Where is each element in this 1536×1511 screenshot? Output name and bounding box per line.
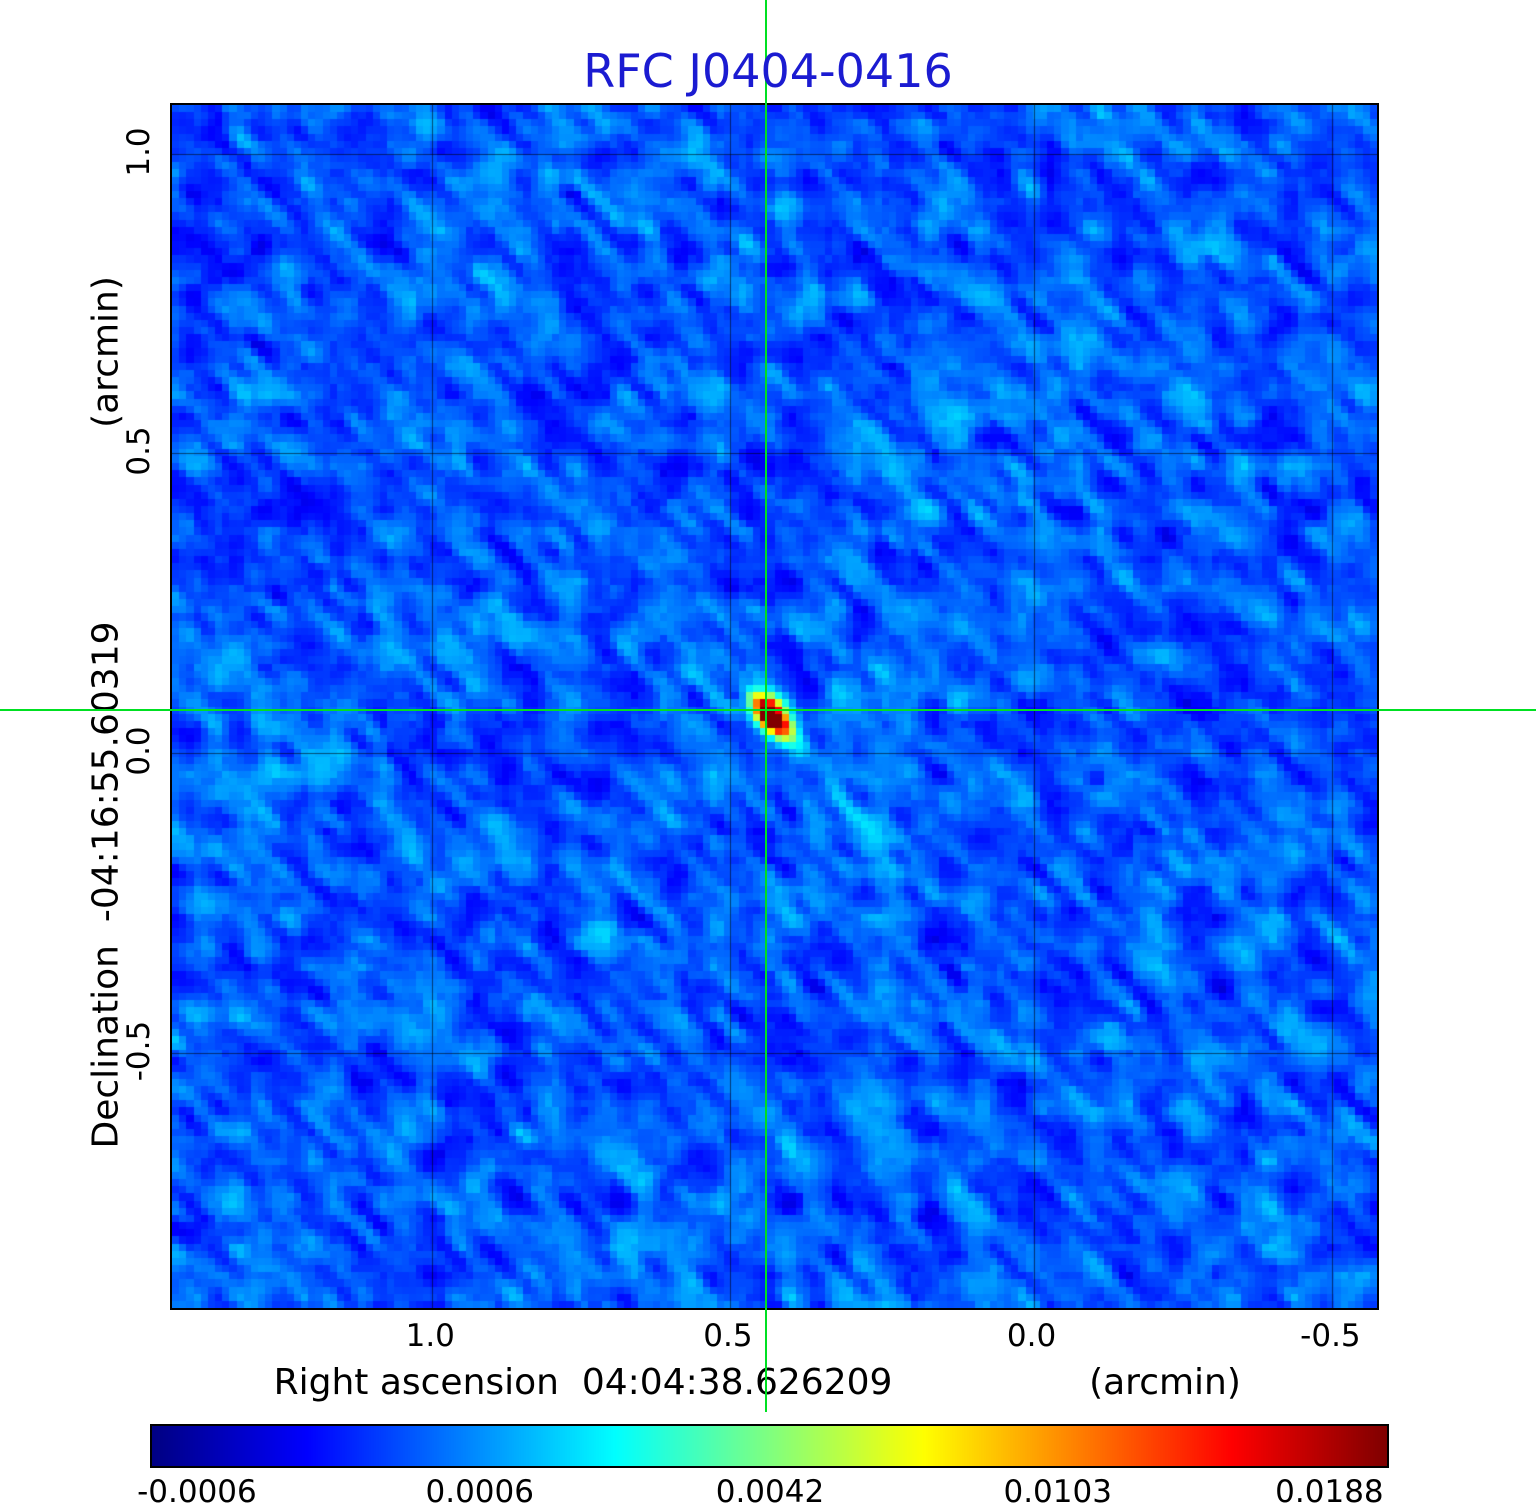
ytick-label: 1.0	[121, 127, 157, 177]
heatmap-canvas	[172, 105, 1377, 1308]
x-axis-unit-label: (arcmin)	[1089, 1362, 1241, 1403]
plot-area	[170, 103, 1379, 1310]
ctick-label: 0.0006	[425, 1474, 534, 1510]
xtick-label: 0.5	[703, 1318, 753, 1354]
colorbar	[150, 1424, 1389, 1468]
ctick-label: -0.0006	[137, 1474, 257, 1510]
plot-title: RFC J0404-0416	[583, 44, 953, 98]
xtick-label: 0.0	[1006, 1318, 1057, 1354]
xtick-label: 1.0	[405, 1318, 455, 1354]
ctick-label: 0.0042	[715, 1474, 825, 1510]
ctick-label: 0.0188	[1275, 1474, 1384, 1510]
ytick-label: 0.0	[121, 726, 157, 777]
x-axis-label: Right ascension 04:04:38.626209	[273, 1362, 893, 1403]
y-axis-unit-label: (arcmin)	[85, 276, 127, 428]
ctick-label: 0.0103	[1003, 1474, 1112, 1510]
ytick-label: 0.5	[121, 426, 157, 476]
xtick-label: -0.5	[1300, 1318, 1361, 1354]
ytick-label: -0.5	[121, 1020, 157, 1082]
colorbar-canvas	[152, 1426, 1387, 1466]
